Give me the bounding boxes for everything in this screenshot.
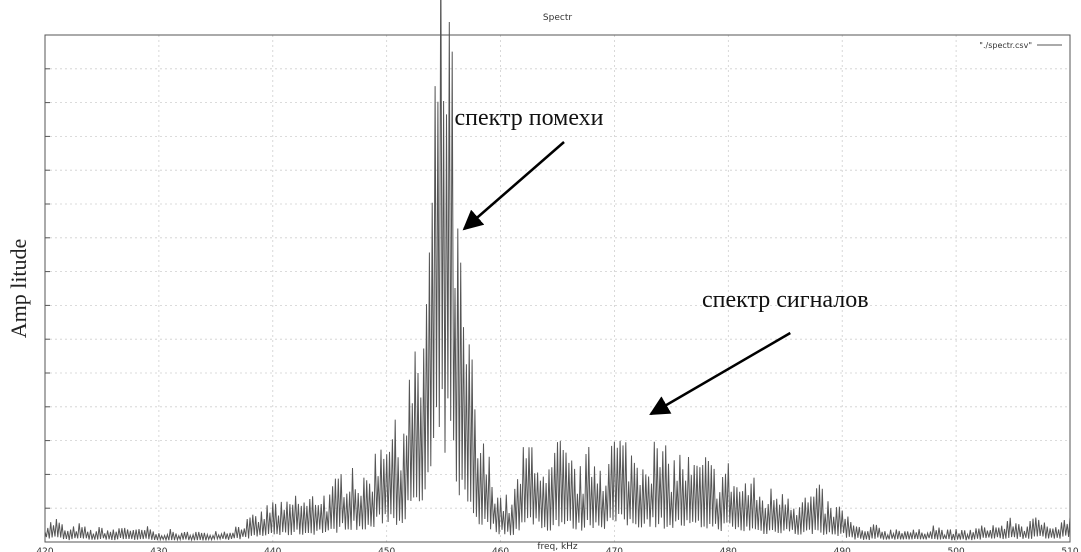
x-axis-label: freq, kHz xyxy=(537,542,578,552)
x-tick-label: 510 xyxy=(1061,547,1078,552)
x-tick-label: 490 xyxy=(834,547,851,552)
x-tick-label: 480 xyxy=(720,547,737,552)
annotations: спектр помехи спектр сигналов xyxy=(455,105,869,416)
plot-border xyxy=(44,34,1071,543)
legend-entry: "./spectr.csv" xyxy=(979,41,1032,50)
y-axis-label: Amp litude xyxy=(6,239,31,339)
annotation-interference-label: спектр помехи xyxy=(455,105,604,131)
x-tick-label: 460 xyxy=(492,547,509,552)
x-tick-label: 500 xyxy=(948,547,965,552)
legend: "./spectr.csv" xyxy=(979,41,1062,50)
chart-title: Spectr xyxy=(543,13,572,23)
x-tick-label: 440 xyxy=(264,547,281,552)
x-tick-labels: 420 430 440 450 460 470 480 490 500 510 xyxy=(36,547,1078,552)
annotation-interference-arrow xyxy=(462,141,565,231)
x-tick-label: 450 xyxy=(378,547,395,552)
axes-frame xyxy=(44,34,1071,543)
annotation-signals-arrow xyxy=(649,331,791,416)
x-tick-label: 430 xyxy=(150,547,167,552)
series-line xyxy=(44,0,1071,542)
annotation-signals-label: спектр сигналов xyxy=(702,287,869,313)
x-tick-label: 420 xyxy=(36,547,53,552)
grid xyxy=(45,35,1070,542)
x-tick-label: 470 xyxy=(606,547,623,552)
